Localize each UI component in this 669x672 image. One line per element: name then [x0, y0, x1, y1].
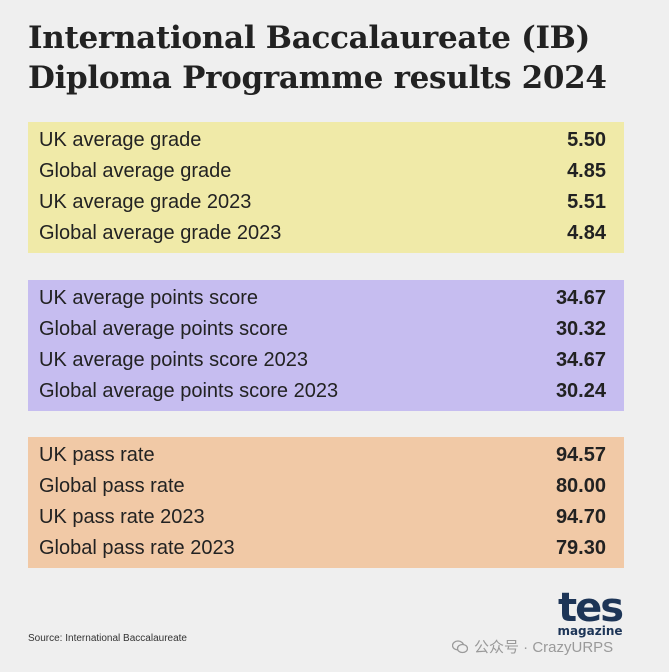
row-label: UK average points score [39, 287, 259, 309]
row-value: 79.30 [555, 537, 606, 559]
row-label: UK pass rate [39, 444, 155, 466]
row-label: Global average points score 2023 [39, 380, 339, 402]
row-label: UK pass rate 2023 [39, 506, 205, 528]
table-row: UK average points score 2023 34.67 [39, 345, 606, 376]
watermark: 公众号 · CrazyURPS [452, 636, 613, 657]
row-value: 5.51 [567, 191, 606, 213]
table-row: UK average points score 34.67 [39, 283, 606, 314]
row-value: 34.67 [555, 349, 606, 371]
row-label: UK average grade 2023 [39, 191, 252, 213]
row-value: 94.70 [555, 506, 606, 528]
row-value: 94.57 [555, 444, 606, 466]
row-label: Global average points score [39, 318, 289, 340]
tes-magazine-logo: tes magazine [550, 588, 630, 637]
row-label: Global pass rate 2023 [39, 537, 235, 559]
row-value: 30.24 [555, 380, 606, 402]
row-value: 80.00 [555, 475, 606, 497]
table-row: Global average grade 4.85 [39, 156, 606, 187]
points-panel: UK average points score 34.67 Global ave… [28, 280, 624, 411]
logo-main: tes [557, 585, 624, 631]
grades-panel: UK average grade 5.50 Global average gra… [28, 122, 624, 253]
table-row: Global pass rate 80.00 [39, 471, 606, 502]
row-label: Global average grade [39, 160, 232, 182]
logo-sub: magazine [557, 624, 623, 638]
table-row: UK pass rate 2023 94.70 [39, 502, 606, 533]
table-row: UK average grade 5.50 [39, 125, 606, 156]
table-row: Global average points score 2023 30.24 [39, 376, 606, 407]
table-row: UK pass rate 94.57 [39, 440, 606, 471]
watermark-text: 公众号 · CrazyURPS [474, 639, 614, 656]
source-note: Source: International Baccalaureate [28, 633, 187, 644]
row-value: 4.85 [567, 160, 606, 182]
title-line-1: International Baccalaureate (IB) [28, 20, 590, 56]
row-label: Global average grade 2023 [39, 222, 282, 244]
row-value: 4.84 [567, 222, 606, 244]
pass-rate-panel: UK pass rate 94.57 Global pass rate 80.0… [28, 437, 624, 568]
table-row: UK average grade 2023 5.51 [39, 187, 606, 218]
row-label: Global pass rate [39, 475, 185, 497]
title-line-2: Diploma Programme results 2024 [28, 60, 607, 96]
row-value: 5.50 [567, 129, 606, 151]
table-row: Global average grade 2023 4.84 [39, 218, 606, 249]
row-label: UK average grade [39, 129, 202, 151]
row-value: 30.32 [555, 318, 606, 340]
table-row: Global average points score 30.32 [39, 314, 606, 345]
page-title: International Baccalaureate (IB) Diploma… [28, 18, 658, 98]
row-label: UK average points score 2023 [39, 349, 309, 371]
row-value: 34.67 [555, 287, 606, 309]
wechat-icon [452, 639, 468, 653]
table-row: Global pass rate 2023 79.30 [39, 533, 606, 564]
